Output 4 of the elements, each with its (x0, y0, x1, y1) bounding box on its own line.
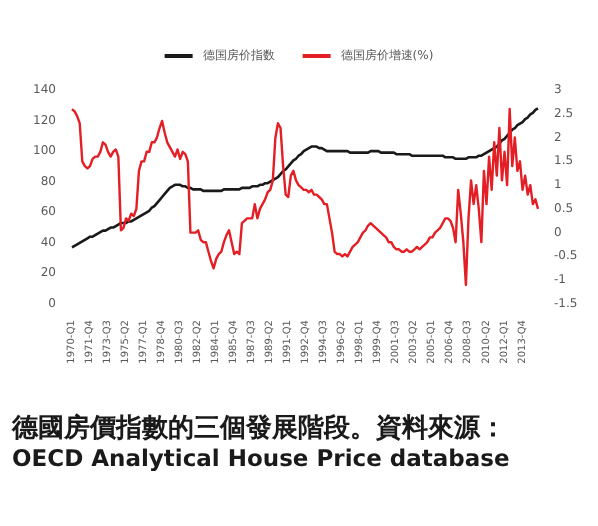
line-series (70, 107, 540, 287)
text: 德國房價指數的三個發展階段。資料來源： (12, 411, 506, 446)
text: OECD Analytical House Price database (12, 444, 510, 472)
line-series (70, 107, 540, 249)
